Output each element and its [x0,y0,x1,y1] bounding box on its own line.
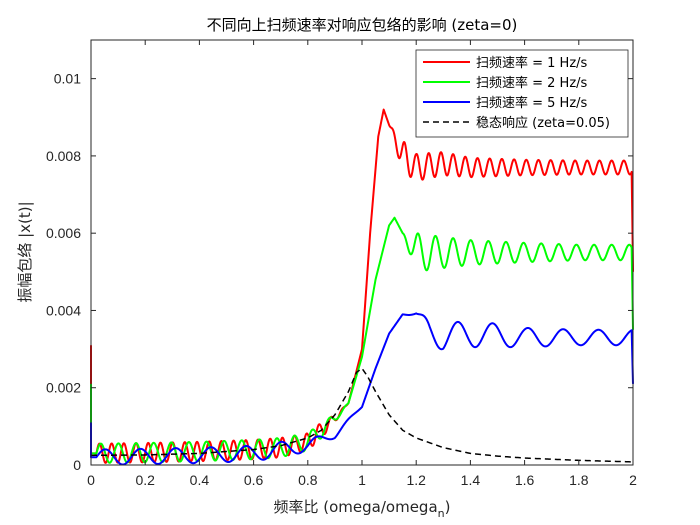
y-axis-label: 振幅包络 |x(t)| [16,201,34,302]
x-axis-label: 频率比 (omega/omegan) [274,498,451,520]
chart-title: 不同向上扫频速率对响应包络的影响 (zeta=0) [207,16,518,34]
x-tick-label: 2 [629,472,637,488]
x-axis-label-subscript: n [438,507,445,520]
series-line-1 [90,108,634,464]
ticks-layer: 0 0.2 0.4 0.6 0.8 1 1.2 1.4 1.6 1.8 2 0 0.002 0.004 0.… [46,40,637,488]
x-axis-label-main: 频率比 (omega/omega [274,498,438,516]
x-tick-label: 0.2 [135,472,155,488]
y-tick-label: 0.006 [46,225,81,241]
series-line-4 [90,367,634,463]
y-tick-label: 0.01 [54,71,81,87]
series-line-3 [90,312,634,466]
x-tick-label: 0.4 [190,472,210,488]
legend-label-2: 扫频速率 = 2 Hz/s [476,75,588,91]
y-tick-label: 0 [73,457,81,473]
legend-label-4: 稳态响应 (zeta=0.05) [476,115,610,131]
x-tick-label: 1.4 [461,472,481,488]
y-tick-label: 0.008 [46,148,81,164]
x-tick-label: 1.6 [515,472,535,488]
x-tick-label: 1 [358,472,366,488]
series-line-2 [90,216,634,464]
y-tick-label: 0.002 [46,380,81,396]
y-tick-label: 0.004 [46,302,81,318]
legend-label-1: 扫频速率 = 1 Hz/s [476,55,588,71]
x-tick-label: 1.8 [569,472,589,488]
x-axis-label-suffix: ) [445,498,451,516]
series-layer [90,108,634,466]
x-tick-label: 0 [87,472,95,488]
x-tick-label: 0.8 [298,472,318,488]
x-tick-label: 0.6 [244,472,264,488]
legend-label-3: 扫频速率 = 5 Hz/s [476,95,588,111]
x-tick-label: 1.2 [406,472,426,488]
legend-box [415,49,629,138]
legend: 扫频速率 = 1 Hz/s 扫频速率 = 2 Hz/s 扫频速率 = 5 Hz/s 稳… [415,49,629,138]
